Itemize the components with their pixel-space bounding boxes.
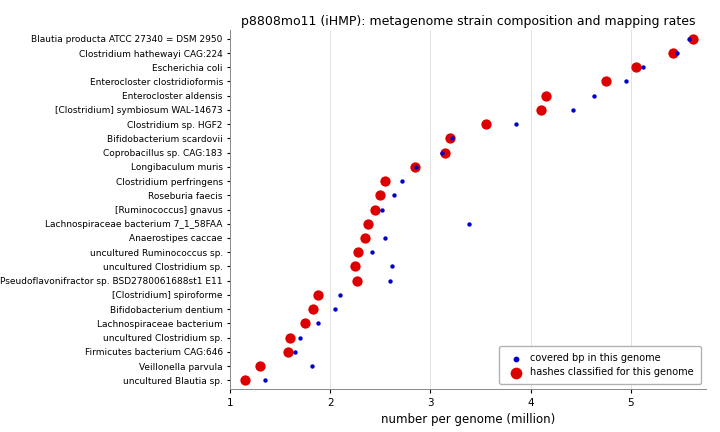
Point xyxy=(437,149,449,156)
Point xyxy=(307,306,319,313)
Point xyxy=(300,320,311,327)
Point xyxy=(410,163,421,170)
Point xyxy=(620,78,631,85)
Point xyxy=(446,135,458,142)
Point xyxy=(330,306,341,313)
Point xyxy=(384,277,396,284)
Point xyxy=(289,348,301,355)
Point xyxy=(307,362,318,369)
Point xyxy=(671,50,683,57)
Point xyxy=(240,377,251,384)
Point xyxy=(636,64,648,71)
Point xyxy=(379,235,391,241)
Point xyxy=(630,64,642,71)
Point xyxy=(687,35,698,42)
Point xyxy=(374,192,386,199)
Point xyxy=(510,121,521,127)
Point xyxy=(255,362,266,369)
Point xyxy=(389,192,400,199)
Point xyxy=(463,220,474,227)
Legend: covered bp in this genome, hashes classified for this genome: covered bp in this genome, hashes classi… xyxy=(499,346,701,384)
Point xyxy=(480,121,491,127)
Point xyxy=(260,377,271,384)
Point xyxy=(440,149,451,156)
Point xyxy=(351,277,363,284)
Point xyxy=(350,263,361,270)
Point xyxy=(540,92,552,99)
X-axis label: number per genome (million): number per genome (million) xyxy=(381,413,555,426)
Point xyxy=(588,92,599,99)
Point xyxy=(600,78,611,85)
Point xyxy=(379,178,391,184)
Point xyxy=(683,35,694,42)
Point xyxy=(294,334,306,341)
Point xyxy=(567,106,578,113)
Point xyxy=(312,292,324,299)
Title: p8808mo11 (iHMP): metagenome strain composition and mapping rates: p8808mo11 (iHMP): metagenome strain comp… xyxy=(240,15,696,28)
Point xyxy=(353,249,364,256)
Point xyxy=(283,348,294,355)
Point xyxy=(366,249,378,256)
Point xyxy=(387,263,398,270)
Point xyxy=(445,135,456,142)
Point xyxy=(535,106,546,113)
Point xyxy=(284,334,296,341)
Point xyxy=(335,292,346,299)
Point xyxy=(369,206,381,213)
Point xyxy=(397,178,408,184)
Point xyxy=(360,235,372,241)
Point xyxy=(377,206,388,213)
Point xyxy=(312,320,324,327)
Point xyxy=(363,220,374,227)
Point xyxy=(410,163,422,170)
Point xyxy=(667,50,678,57)
